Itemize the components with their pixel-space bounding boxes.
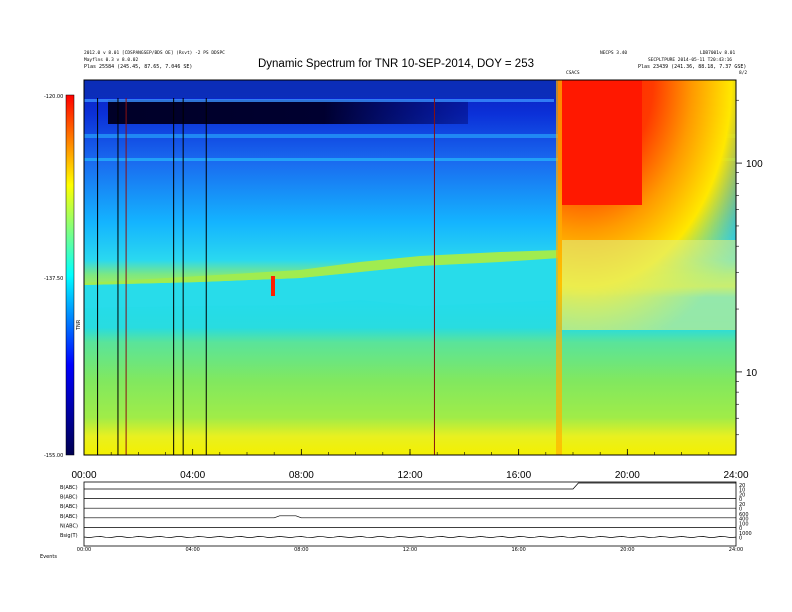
spectrogram	[84, 80, 736, 455]
light-stripe	[84, 134, 736, 138]
colorbar	[65, 94, 75, 456]
series-label: B(ABC)	[60, 485, 78, 491]
plasma-line	[84, 250, 560, 285]
light-stripe	[84, 99, 554, 102]
series-right-label: 600	[739, 512, 749, 518]
header-left-line2: Mayflns 0.3 v 8.0.02	[84, 58, 139, 63]
header-right-line1b: LDB7001v 8.01	[700, 51, 736, 56]
series-right-label: 0	[739, 497, 742, 503]
header-left-line1: 2012.0 v 8.01 [CDSPANGSEP/BDS OE] (Rsvt)…	[84, 51, 225, 56]
interference-lines	[97, 98, 435, 455]
series-label: Bsig(T)	[60, 533, 78, 539]
x-tick-label: 16:00	[506, 470, 531, 481]
x-tick-label: 20:00	[615, 470, 640, 481]
ts-x-tick-label: 00:00	[77, 547, 91, 553]
ts-x-tick-label: 16:00	[511, 547, 525, 553]
series-right-label: 20	[739, 502, 745, 508]
ts-x-tick-label: 08:00	[294, 547, 308, 553]
y-axis-ticks: 100 10	[736, 99, 763, 436]
light-stripe	[84, 158, 736, 161]
events-label: Events	[40, 554, 57, 560]
colorbar-tick-top: -120.00	[44, 94, 63, 100]
series-label: N(ABC)	[60, 523, 78, 529]
series-right-label: 1000	[739, 531, 752, 537]
y-tick-label: 10	[746, 368, 758, 379]
series-line	[83, 536, 737, 538]
series-label: B(ABC)	[60, 504, 78, 510]
dark-band	[108, 100, 468, 124]
header-left-line3: Plas 25584 (245.45, 87.65, 7.046 SE)	[84, 64, 193, 70]
ts-x-tick-label: 12:00	[403, 547, 417, 553]
ts-x-tick-label: 20:00	[620, 547, 634, 553]
top-right-tick: 8/2	[739, 71, 748, 76]
x-axis-ticks: 00:00 00:00 04:00 04:00 08:00 08:00 12:00 12:00…	[71, 449, 749, 553]
chart-title: Dynamic Spectrum for TNR 10-SEP-2014, DO…	[257, 58, 534, 70]
series-right-label: 400	[739, 516, 749, 522]
timeseries-frame	[83, 481, 737, 547]
series-line	[84, 482, 736, 490]
series-right-label: 20	[739, 493, 745, 499]
series-right-label: 0	[739, 507, 742, 513]
x-tick-label: 12:00	[397, 470, 422, 481]
ts-x-tick-label: 04:00	[185, 547, 199, 553]
series-right-label: 0	[739, 536, 742, 542]
series-label: B(ABC)	[60, 495, 78, 501]
ts-x-tick-label: 24:00	[729, 547, 743, 553]
colorbar-tick-mid: -137.50	[44, 276, 63, 282]
colorbar-tick-bottom: -155.00	[44, 453, 63, 459]
x-tick-label: 24:00	[723, 470, 748, 481]
header-right-line2: SECPLTPURE 2014-05-11 T20:43:16	[648, 58, 732, 63]
series-right-label: 100	[739, 521, 749, 527]
series-right-label: 0	[739, 526, 742, 532]
series-right-label: 10	[739, 488, 745, 494]
header-right-line1: NECPS 3.40	[600, 51, 628, 56]
series-line	[84, 515, 736, 519]
x-tick-label: 08:00	[289, 470, 314, 481]
colorbar-label: TNR	[76, 319, 82, 331]
series-right-label: 20	[739, 483, 745, 489]
burst-onset	[556, 80, 562, 455]
series-label: B(ABC)	[60, 514, 78, 520]
x-tick-label: 04:00	[180, 470, 205, 481]
post-burst-band	[562, 240, 736, 330]
x-tick-label: 00:00	[71, 470, 96, 481]
y-tick-label: 100	[746, 159, 763, 170]
burst-marker-label: CSACS	[566, 71, 580, 76]
plasma-line	[84, 258, 560, 308]
burst-core	[562, 80, 642, 205]
header-right-line3: Plas 23439 (241.36, 88.18, 7.37 GSE)	[638, 64, 747, 70]
red-spot	[271, 276, 275, 296]
